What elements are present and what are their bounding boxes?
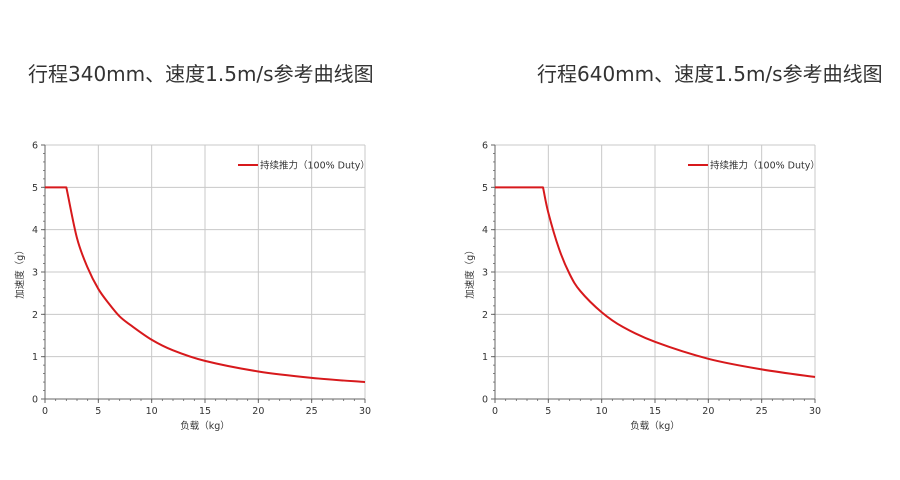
- y-tick-label: 1: [32, 352, 38, 363]
- y-tick-label: 6: [482, 141, 488, 152]
- x-tick-label: 5: [545, 406, 551, 417]
- x-tick-label: 0: [42, 406, 48, 417]
- chart-340: 0 5 10 15 20 25 30 0 1 2 3 4 5 6 负载（kg） 加速度（g） 持续推力（100%…: [14, 141, 371, 433]
- x-tick-label: 10: [596, 406, 608, 417]
- x-tick-label: 30: [809, 406, 821, 417]
- grid: [45, 144, 366, 399]
- chart-title: 行程640mm、速度1.5m/s参考曲线图: [537, 62, 883, 86]
- y-tick-label: 5: [482, 183, 488, 194]
- legend-label: 持续推力（100% Duty）: [260, 160, 370, 172]
- y-axis-label: 加速度（g）: [14, 245, 26, 299]
- x-tick-label: 10: [146, 406, 158, 417]
- y-tick-label: 0: [482, 395, 488, 406]
- y-tick-label: 0: [32, 395, 38, 406]
- chart-panel-340: 行程340mm、速度1.5m/s参考曲线图 0 5 10 15 20 25 30 0 1 2 3 4 5…: [14, 62, 374, 433]
- chart-title: 行程340mm、速度1.5m/s参考曲线图: [28, 62, 374, 86]
- series-line: [45, 186, 366, 384]
- minor-ticks: [43, 144, 366, 401]
- y-tick-label: 2: [482, 310, 488, 321]
- y-tick-label: 1: [482, 352, 488, 363]
- grid: [495, 144, 816, 399]
- y-tick-label: 4: [482, 225, 488, 236]
- y-tick-label: 3: [32, 268, 38, 279]
- y-tick-label: 2: [32, 310, 38, 321]
- x-tick-label: 5: [95, 406, 101, 417]
- x-axis-label: 负载（kg）: [630, 420, 680, 432]
- legend: 持续推力（100% Duty）: [688, 160, 820, 172]
- chart-640: 0 5 10 15 20 25 30 0 1 2 3 4 5 6 负载（kg） 加速度（g） 持续推力（100%…: [464, 141, 821, 433]
- minor-ticks: [493, 144, 816, 401]
- y-axis-label: 加速度（g）: [464, 245, 476, 299]
- legend-label: 持续推力（100% Duty）: [710, 160, 820, 172]
- x-tick-label: 20: [252, 406, 264, 417]
- x-tick-label: 25: [306, 406, 318, 417]
- y-tick-label: 4: [32, 225, 38, 236]
- legend: 持续推力（100% Duty）: [238, 160, 370, 172]
- x-tick-label: 20: [702, 406, 714, 417]
- series-line: [495, 186, 816, 378]
- x-tick-label: 15: [199, 406, 211, 417]
- x-tick-label: 30: [359, 406, 371, 417]
- x-tick-label: 0: [492, 406, 498, 417]
- y-tick-label: 3: [482, 268, 488, 279]
- x-axis-label: 负载（kg）: [180, 420, 230, 432]
- x-tick-label: 15: [649, 406, 661, 417]
- chart-panel-640: 行程640mm、速度1.5m/s参考曲线图 0 5 10 15 20 25 30 0 1 2 3 4 5…: [450, 0, 900, 480]
- x-tick-label: 25: [756, 406, 768, 417]
- y-tick-label: 5: [32, 183, 38, 194]
- y-tick-label: 6: [32, 141, 38, 152]
